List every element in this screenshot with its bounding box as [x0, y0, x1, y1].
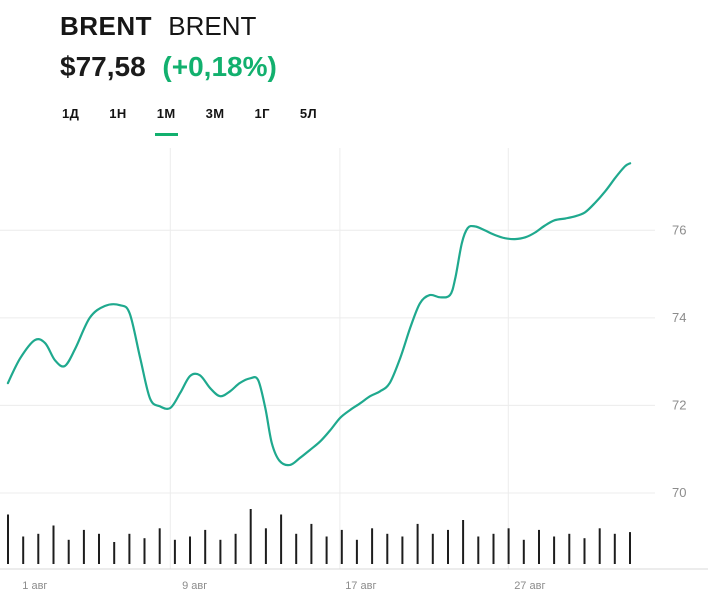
x-tick-label: 1 авг: [22, 580, 47, 592]
y-tick-label: 70: [672, 485, 686, 500]
price-row: $77,58 (+0,18%): [60, 50, 708, 84]
instrument-ticker: BRENT: [60, 11, 153, 41]
period-tabs: 1Д 1Н 1М 3М 1Г 5Л: [60, 106, 708, 136]
quote-header: BRENT BRENT $77,58 (+0,18%) 1Д 1Н 1М 3М 1Г 5Л: [0, 0, 708, 136]
tab-5y[interactable]: 5Л: [298, 106, 319, 136]
price-line: [6, 162, 632, 467]
instrument-title: BRENT BRENT: [60, 10, 708, 42]
price-value: $77,58: [60, 51, 146, 82]
x-tick-label: 9 авг: [182, 580, 207, 592]
x-tick-label: 17 авг: [345, 580, 376, 592]
y-tick-label: 72: [672, 397, 686, 412]
instrument-name: BRENT: [168, 11, 257, 41]
chart-svg: 76 74 72 70 1 авг 9 авг 17 авг 27 авг: [0, 148, 708, 592]
y-tick-label: 74: [672, 310, 686, 325]
tab-1d[interactable]: 1Д: [60, 106, 81, 136]
y-tick-label: 76: [672, 222, 686, 237]
tab-1y[interactable]: 1Г: [252, 106, 271, 136]
x-tick-label: 27 авг: [514, 580, 545, 592]
price-chart[interactable]: 76 74 72 70 1 авг 9 авг 17 авг 27 авг: [0, 148, 708, 604]
tab-3m[interactable]: 3М: [204, 106, 227, 136]
tab-1w[interactable]: 1Н: [107, 106, 128, 136]
price-change-percent: (+0,18%): [162, 51, 277, 82]
tab-1m[interactable]: 1М: [154, 106, 178, 136]
